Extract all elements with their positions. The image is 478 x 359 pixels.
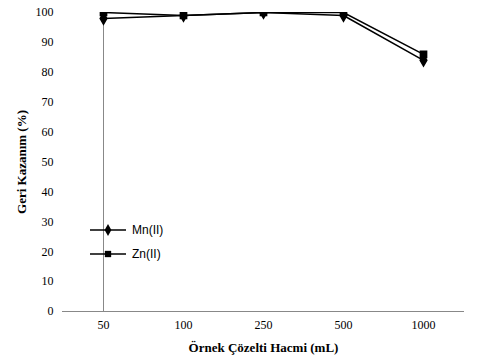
svg-text:100: 100 [175, 318, 193, 332]
svg-text:10: 10 [42, 274, 54, 288]
svg-text:30: 30 [42, 215, 54, 229]
svg-text:60: 60 [42, 125, 54, 139]
svg-text:0: 0 [48, 304, 54, 318]
svg-text:20: 20 [42, 245, 54, 259]
html-text:Mn(II): Mn(II) [132, 223, 164, 237]
svg-text:80: 80 [42, 65, 54, 79]
svg-text:250: 250 [255, 318, 273, 332]
svg-text:70: 70 [42, 95, 54, 109]
svg-text:90: 90 [42, 35, 54, 49]
svg-text:100: 100 [36, 5, 54, 19]
svg-text:40: 40 [42, 185, 54, 199]
svg-text:1000: 1000 [412, 318, 436, 332]
svg-text:50: 50 [98, 318, 110, 332]
svg-text:50: 50 [42, 155, 54, 169]
svg-text:Geri Kazanım (%): Geri Kazanım (%) [14, 110, 29, 214]
svg-text:500: 500 [335, 318, 353, 332]
svg-text:Örnek Çözelti Hacmi (mL): Örnek Çözelti Hacmi (mL) [189, 340, 339, 355]
html-text:Zn(II): Zn(II) [132, 247, 161, 261]
